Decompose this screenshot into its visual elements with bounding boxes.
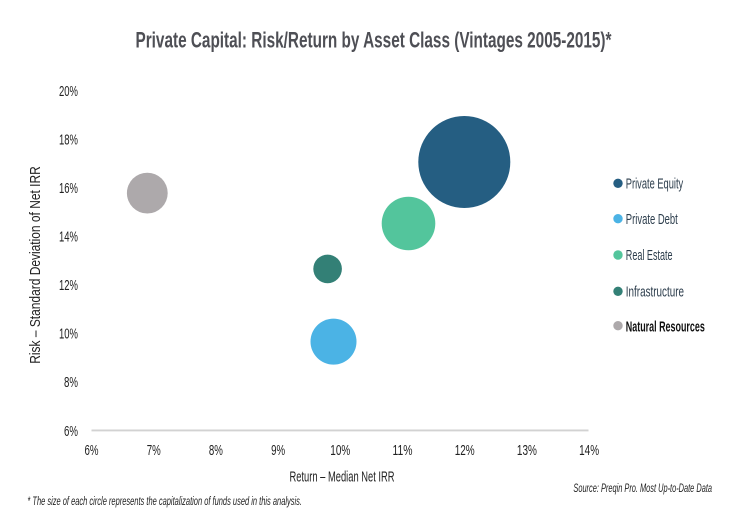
svg-text:Return – Median Net IRR: Return – Median Net IRR — [290, 470, 395, 486]
svg-text:Risk – Standard Deviation of N: Risk – Standard Deviation of Net IRR — [27, 166, 44, 364]
svg-text:14%: 14% — [579, 443, 599, 459]
svg-text:14%: 14% — [59, 230, 78, 246]
svg-text:10%: 10% — [59, 327, 78, 343]
svg-text:12%: 12% — [59, 278, 78, 294]
svg-text:9%: 9% — [271, 443, 285, 459]
svg-text:Real Estate: Real Estate — [626, 248, 673, 264]
svg-text:12%: 12% — [455, 443, 475, 459]
svg-text:Private Capital: Risk/Return b: Private Capital: Risk/Return by Asset Cl… — [136, 28, 612, 53]
svg-text:Infrastructure: Infrastructure — [626, 285, 684, 301]
svg-text:Private Equity: Private Equity — [626, 177, 684, 193]
svg-text:8%: 8% — [64, 375, 78, 391]
svg-text:Natural Resources: Natural Resources — [626, 319, 705, 335]
svg-text:Source: Preqin Pro. Most Up-to: Source: Preqin Pro. Most Up-to-Date Data — [573, 481, 712, 495]
svg-text:7%: 7% — [147, 443, 161, 459]
svg-text:* The size of each circle repr: * The size of each circle represents the… — [27, 494, 302, 508]
svg-text:18%: 18% — [59, 132, 78, 148]
svg-text:8%: 8% — [209, 443, 223, 459]
svg-text:16%: 16% — [59, 181, 78, 197]
svg-text:6%: 6% — [85, 443, 99, 459]
svg-text:10%: 10% — [330, 443, 350, 459]
svg-text:20%: 20% — [59, 84, 78, 100]
svg-text:6%: 6% — [64, 424, 78, 440]
svg-text:Private Debt: Private Debt — [626, 212, 678, 228]
svg-text:13%: 13% — [517, 443, 537, 459]
svg-text:11%: 11% — [393, 443, 413, 459]
